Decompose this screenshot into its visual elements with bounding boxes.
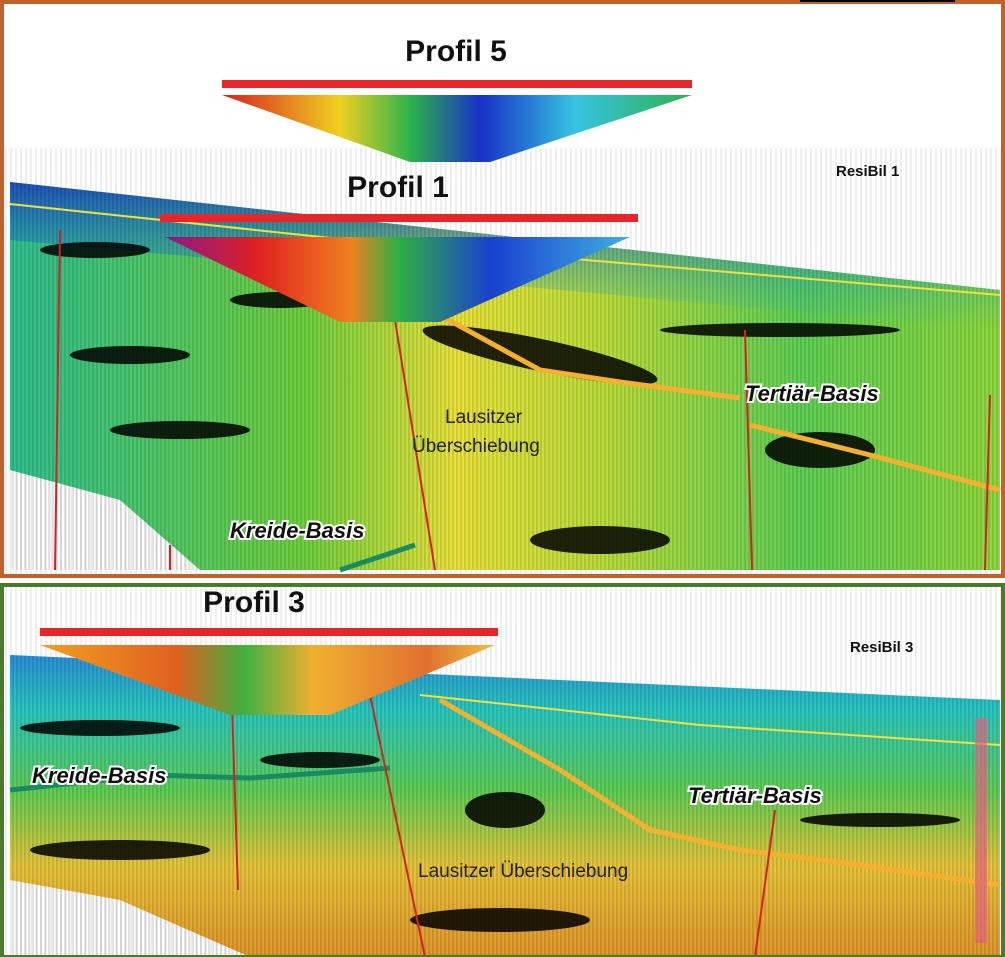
profile-bar: [40, 628, 498, 636]
profile-title: Profil 1: [347, 171, 449, 204]
profile-title: Profil 3: [203, 586, 305, 619]
thrust-label: Überschiebung: [412, 436, 540, 457]
faults: [231, 694, 776, 957]
thrust-label: Lausitzer: [445, 407, 523, 428]
cretaceous-label: Kreide-Basis: [32, 763, 167, 788]
panel-label: ResiBil 3: [850, 639, 913, 656]
resistivity-profile: [40, 645, 495, 715]
cretaceous-horizon: [339, 542, 416, 573]
panel-border: [0, 583, 1005, 957]
tertiary-horizon: [749, 422, 1001, 493]
cretaceous-horizon: [9, 765, 391, 793]
panel-border: [0, 0, 1005, 578]
borehole: [975, 718, 987, 943]
cretaceous-label: Kreide-Basis: [230, 518, 365, 543]
panel-bottom: Profil 3 ResiBil 3 Lausitzer Überschiebu…: [0, 583, 1005, 957]
panel-label: ResiBil 1: [836, 163, 899, 180]
resistivity-profile: [165, 237, 630, 322]
profile-bar: [160, 214, 638, 222]
tertiary-horizon: [438, 697, 1001, 888]
reflectors: [40, 242, 900, 554]
horizon-line: [419, 694, 1001, 746]
tertiary-label: Tertiär-Basis: [688, 783, 822, 808]
resistivity-profile: [222, 95, 692, 162]
faults: [54, 229, 991, 571]
profile-bar: [222, 80, 692, 88]
profile-title: Profil 5: [405, 35, 507, 68]
reflectors: [20, 720, 960, 932]
panel-top: Profil 5 Profil 1 ResiBil 1 Lausitzer Üb…: [0, 0, 1005, 578]
tertiary-label: Tertiär-Basis: [745, 381, 879, 406]
thrust-label: Lausitzer Überschiebung: [418, 861, 628, 882]
tertiary-horizon: [443, 315, 741, 401]
